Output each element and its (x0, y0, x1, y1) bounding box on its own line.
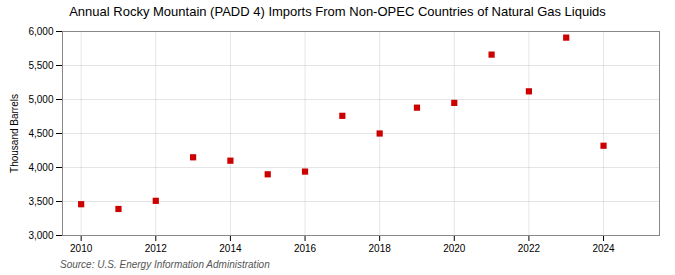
svg-text:2020: 2020 (443, 243, 466, 254)
svg-text:2022: 2022 (518, 243, 541, 254)
svg-text:4,500: 4,500 (28, 128, 53, 139)
svg-text:5,500: 5,500 (28, 60, 53, 71)
svg-text:2024: 2024 (592, 243, 615, 254)
html-text:Annual Rocky Mountain (PADD 4): Annual Rocky Mountain (PADD 4) Imports F… (69, 4, 606, 19)
svg-text:4,000: 4,000 (28, 162, 53, 173)
svg-text:5,000: 5,000 (28, 94, 53, 105)
svg-text:2016: 2016 (294, 243, 317, 254)
svg-text:2012: 2012 (145, 243, 168, 254)
html-text:Source: U.S. Energy Informatio: Source: U.S. Energy Information Administ… (60, 259, 270, 270)
svg-text:2018: 2018 (369, 243, 392, 254)
svg-text:3,000: 3,000 (28, 230, 53, 241)
svg-text:2010: 2010 (70, 243, 93, 254)
svg-text:6,000: 6,000 (28, 26, 53, 37)
svg-text:2014: 2014 (219, 243, 242, 254)
svg-text:Thousand Barrels: Thousand Barrels (9, 94, 20, 173)
svg-text:3,500: 3,500 (28, 196, 53, 207)
